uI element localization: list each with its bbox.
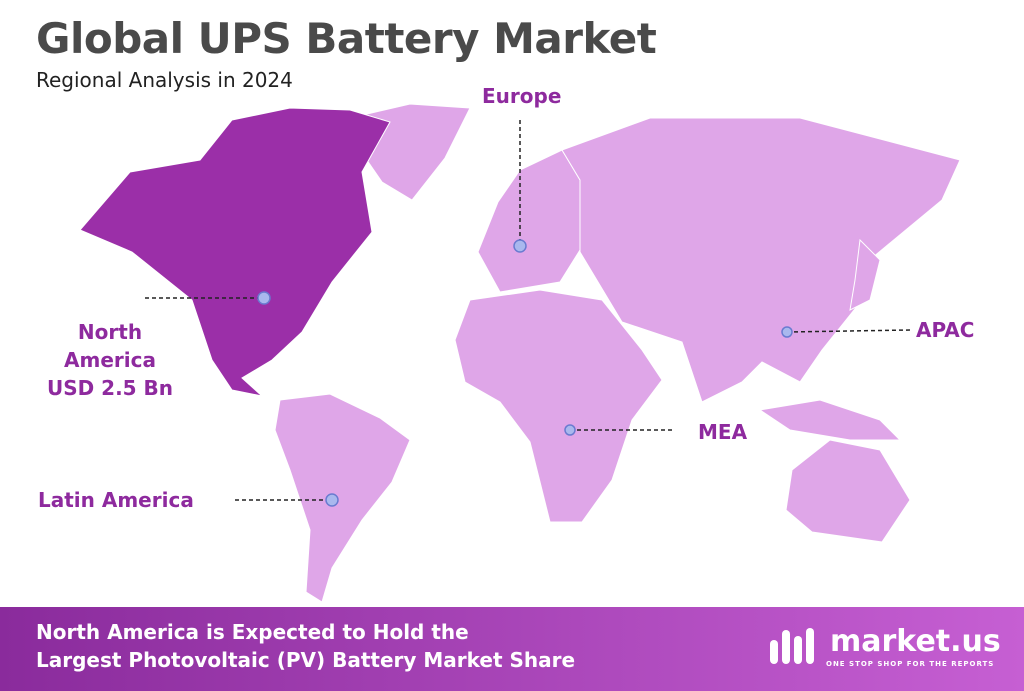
region-value: USD 2.5 Bn xyxy=(46,376,174,400)
japan xyxy=(849,238,881,311)
logo-name: market.us xyxy=(830,624,1001,659)
region-label: Latin America xyxy=(38,488,194,512)
subtitle: Regional Analysis in 2024 xyxy=(36,68,293,92)
marker xyxy=(257,291,271,305)
region-label: Europe xyxy=(482,84,562,108)
australia xyxy=(785,439,911,543)
marker xyxy=(781,326,793,338)
marker xyxy=(325,493,339,507)
marker xyxy=(513,239,527,253)
footer-text: Largest Photovoltaic (PV) Battery Market… xyxy=(36,648,576,672)
europe xyxy=(477,149,581,293)
region-label: North America USD 2.5 Bn xyxy=(40,318,180,402)
africa xyxy=(454,289,663,523)
indonesia xyxy=(758,399,902,441)
asia xyxy=(561,117,961,403)
logo-icon xyxy=(770,628,814,664)
region-label: APAC xyxy=(916,318,975,342)
region-label: MEA xyxy=(698,420,748,444)
footer-band xyxy=(0,607,1024,691)
title: Global UPS Battery Market xyxy=(36,14,657,63)
north-america xyxy=(79,107,391,397)
region-name: North America xyxy=(64,320,156,372)
marker xyxy=(564,424,576,436)
footer-text: North America is Expected to Hold the xyxy=(36,620,469,644)
logo-tagline: ONE STOP SHOP FOR THE REPORTS xyxy=(826,660,995,668)
south-america xyxy=(274,393,411,603)
